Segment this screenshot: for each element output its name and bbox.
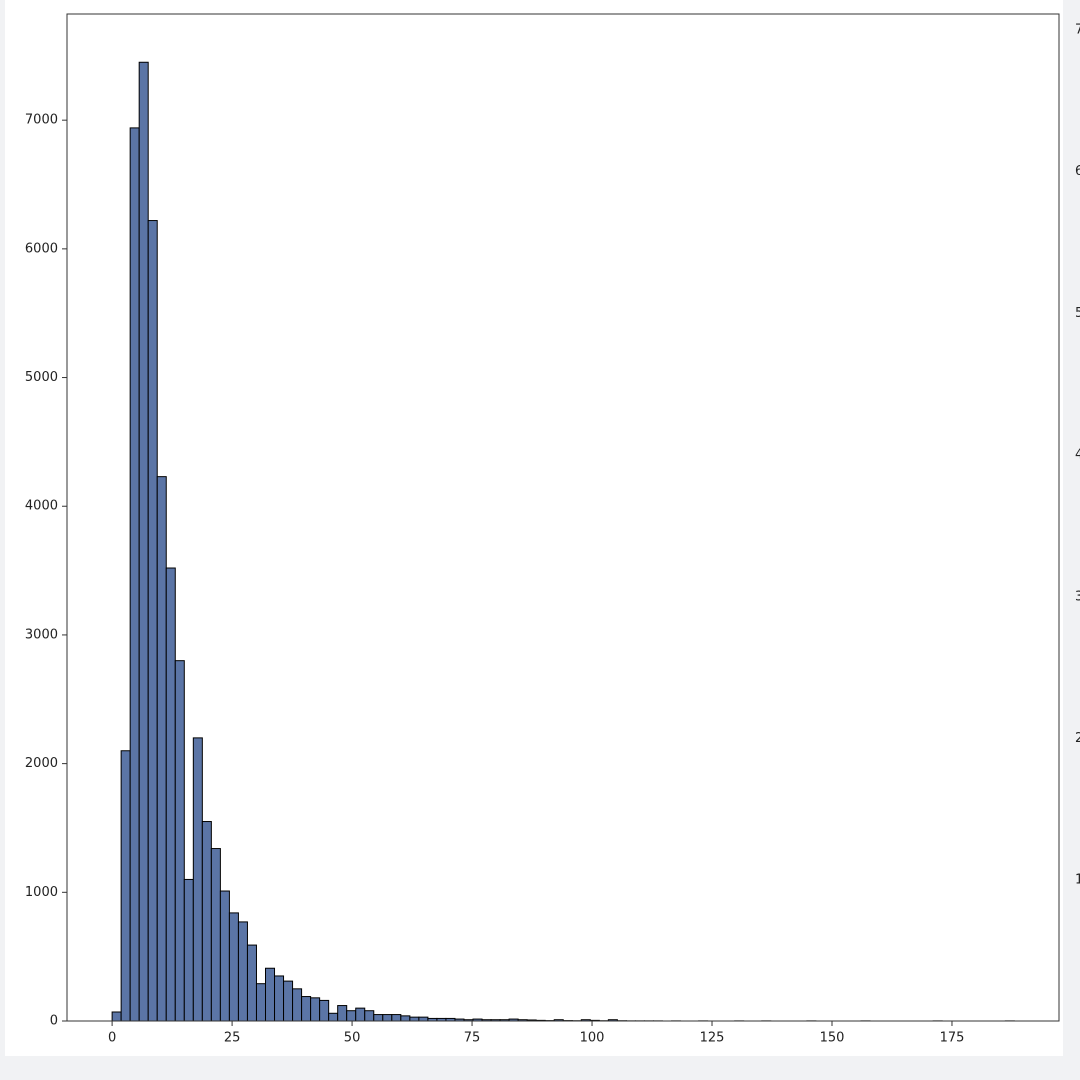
cropped-label: 7 [1075, 23, 1080, 38]
bar [147, 220, 158, 1022]
bar [210, 848, 221, 1022]
bar [120, 750, 131, 1022]
bar [373, 1014, 384, 1022]
y-tick-label: 7000 [25, 113, 58, 128]
bar [237, 921, 248, 1022]
x-tick-label: 25 [224, 1031, 241, 1046]
y-tick-label: 0 [50, 1014, 58, 1029]
cropped-label: 4 [1075, 448, 1080, 463]
y-tick-label: 4000 [25, 499, 58, 514]
cropped-label: 6 [1075, 164, 1080, 179]
bar [138, 61, 149, 1022]
x-tick-label: 75 [464, 1031, 481, 1046]
bar [391, 1014, 402, 1022]
x-tick-label: 150 [820, 1031, 845, 1046]
y-tick-label: 3000 [25, 627, 58, 642]
bar [292, 988, 303, 1022]
y-tick-label: 1000 [25, 885, 58, 900]
cropped-label: 1 [1075, 873, 1080, 888]
bar [409, 1016, 420, 1022]
bar [174, 660, 185, 1022]
bar [255, 983, 266, 1022]
x-tick-label: 125 [700, 1031, 725, 1046]
bar [400, 1015, 411, 1022]
bar [346, 1010, 357, 1022]
bar [337, 1005, 348, 1022]
bar [310, 997, 321, 1022]
plot-frame [66, 13, 1060, 1022]
bar [165, 567, 176, 1022]
bar [228, 912, 239, 1022]
cropped-label: 2 [1075, 731, 1080, 746]
bar [129, 127, 140, 1022]
bar [219, 890, 230, 1022]
bar [418, 1016, 429, 1022]
bar [382, 1014, 393, 1022]
x-tick-label: 0 [108, 1031, 116, 1046]
x-tick-label: 50 [344, 1031, 361, 1046]
bar [246, 944, 257, 1022]
y-tick-label: 5000 [25, 370, 58, 385]
bar [319, 999, 330, 1022]
bar [264, 967, 276, 1022]
cropped-label: 5 [1075, 306, 1080, 321]
cropped-label: 3 [1075, 589, 1080, 604]
y-tick-label: 2000 [25, 756, 58, 771]
bar [355, 1007, 366, 1022]
bar [301, 996, 312, 1022]
y-tick-label: 6000 [25, 241, 58, 256]
bar [274, 975, 285, 1022]
bar [364, 1010, 375, 1022]
bar [156, 476, 167, 1022]
x-tick-label: 175 [940, 1031, 965, 1046]
bar [183, 878, 194, 1022]
bar [328, 1012, 339, 1022]
bar [201, 821, 212, 1022]
bar [192, 737, 203, 1022]
bar [111, 1011, 122, 1022]
x-tick-label: 100 [580, 1031, 605, 1046]
bar [283, 980, 294, 1022]
